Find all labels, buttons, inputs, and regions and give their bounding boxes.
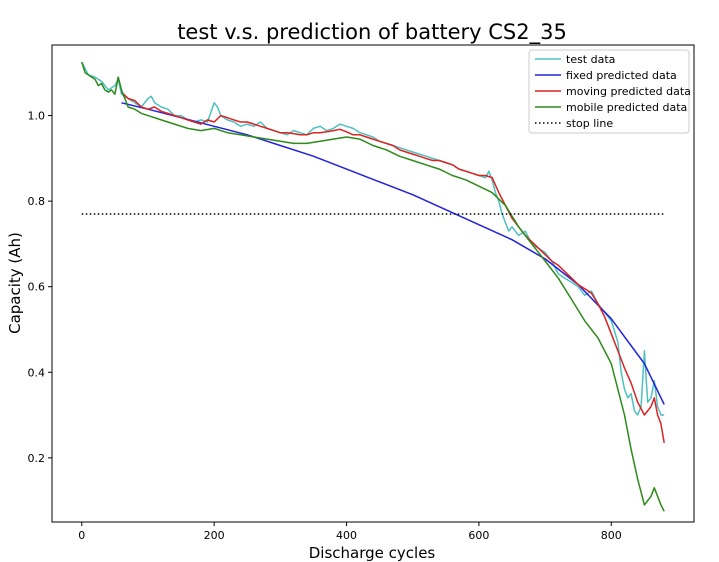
x-tick-label: 0 — [78, 529, 85, 542]
y-tick-label: 0.6 — [28, 281, 46, 294]
legend: test data fixed predicted data moving pred… — [528, 49, 691, 134]
x-tick-label: 400 — [336, 529, 357, 542]
legend-label-test-data: test data — [566, 53, 615, 66]
y-tick-label: 0.4 — [28, 366, 46, 379]
legend-label-fixed-predicted-data: fixed predicted data — [566, 69, 677, 82]
x-tick-label: 800 — [601, 529, 622, 542]
legend-label-mobile-predicted-data: mobile predicted data — [566, 101, 687, 114]
x-axis-label: Discharge cycles — [309, 544, 436, 562]
series-fixed-predicted-data — [121, 102, 665, 405]
legend-label-moving-predicted-data: moving predicted data — [566, 85, 691, 98]
legend-box — [528, 49, 690, 134]
y-tick-label: 0.2 — [28, 452, 46, 465]
y-axis-label: Capacity (Ah) — [6, 232, 24, 334]
series-moving-predicted-data — [120, 91, 665, 444]
x-tick-label: 200 — [204, 529, 225, 542]
legend-label-stop-line: stop line — [566, 117, 613, 130]
x-tick-label: 600 — [468, 529, 489, 542]
y-tick-label: 1.0 — [28, 110, 46, 123]
series-mobile-predicted-data — [81, 61, 665, 512]
chart-title: test v.s. prediction of battery CS2_35 — [177, 20, 567, 45]
y-tick-label: 0.8 — [28, 195, 46, 208]
